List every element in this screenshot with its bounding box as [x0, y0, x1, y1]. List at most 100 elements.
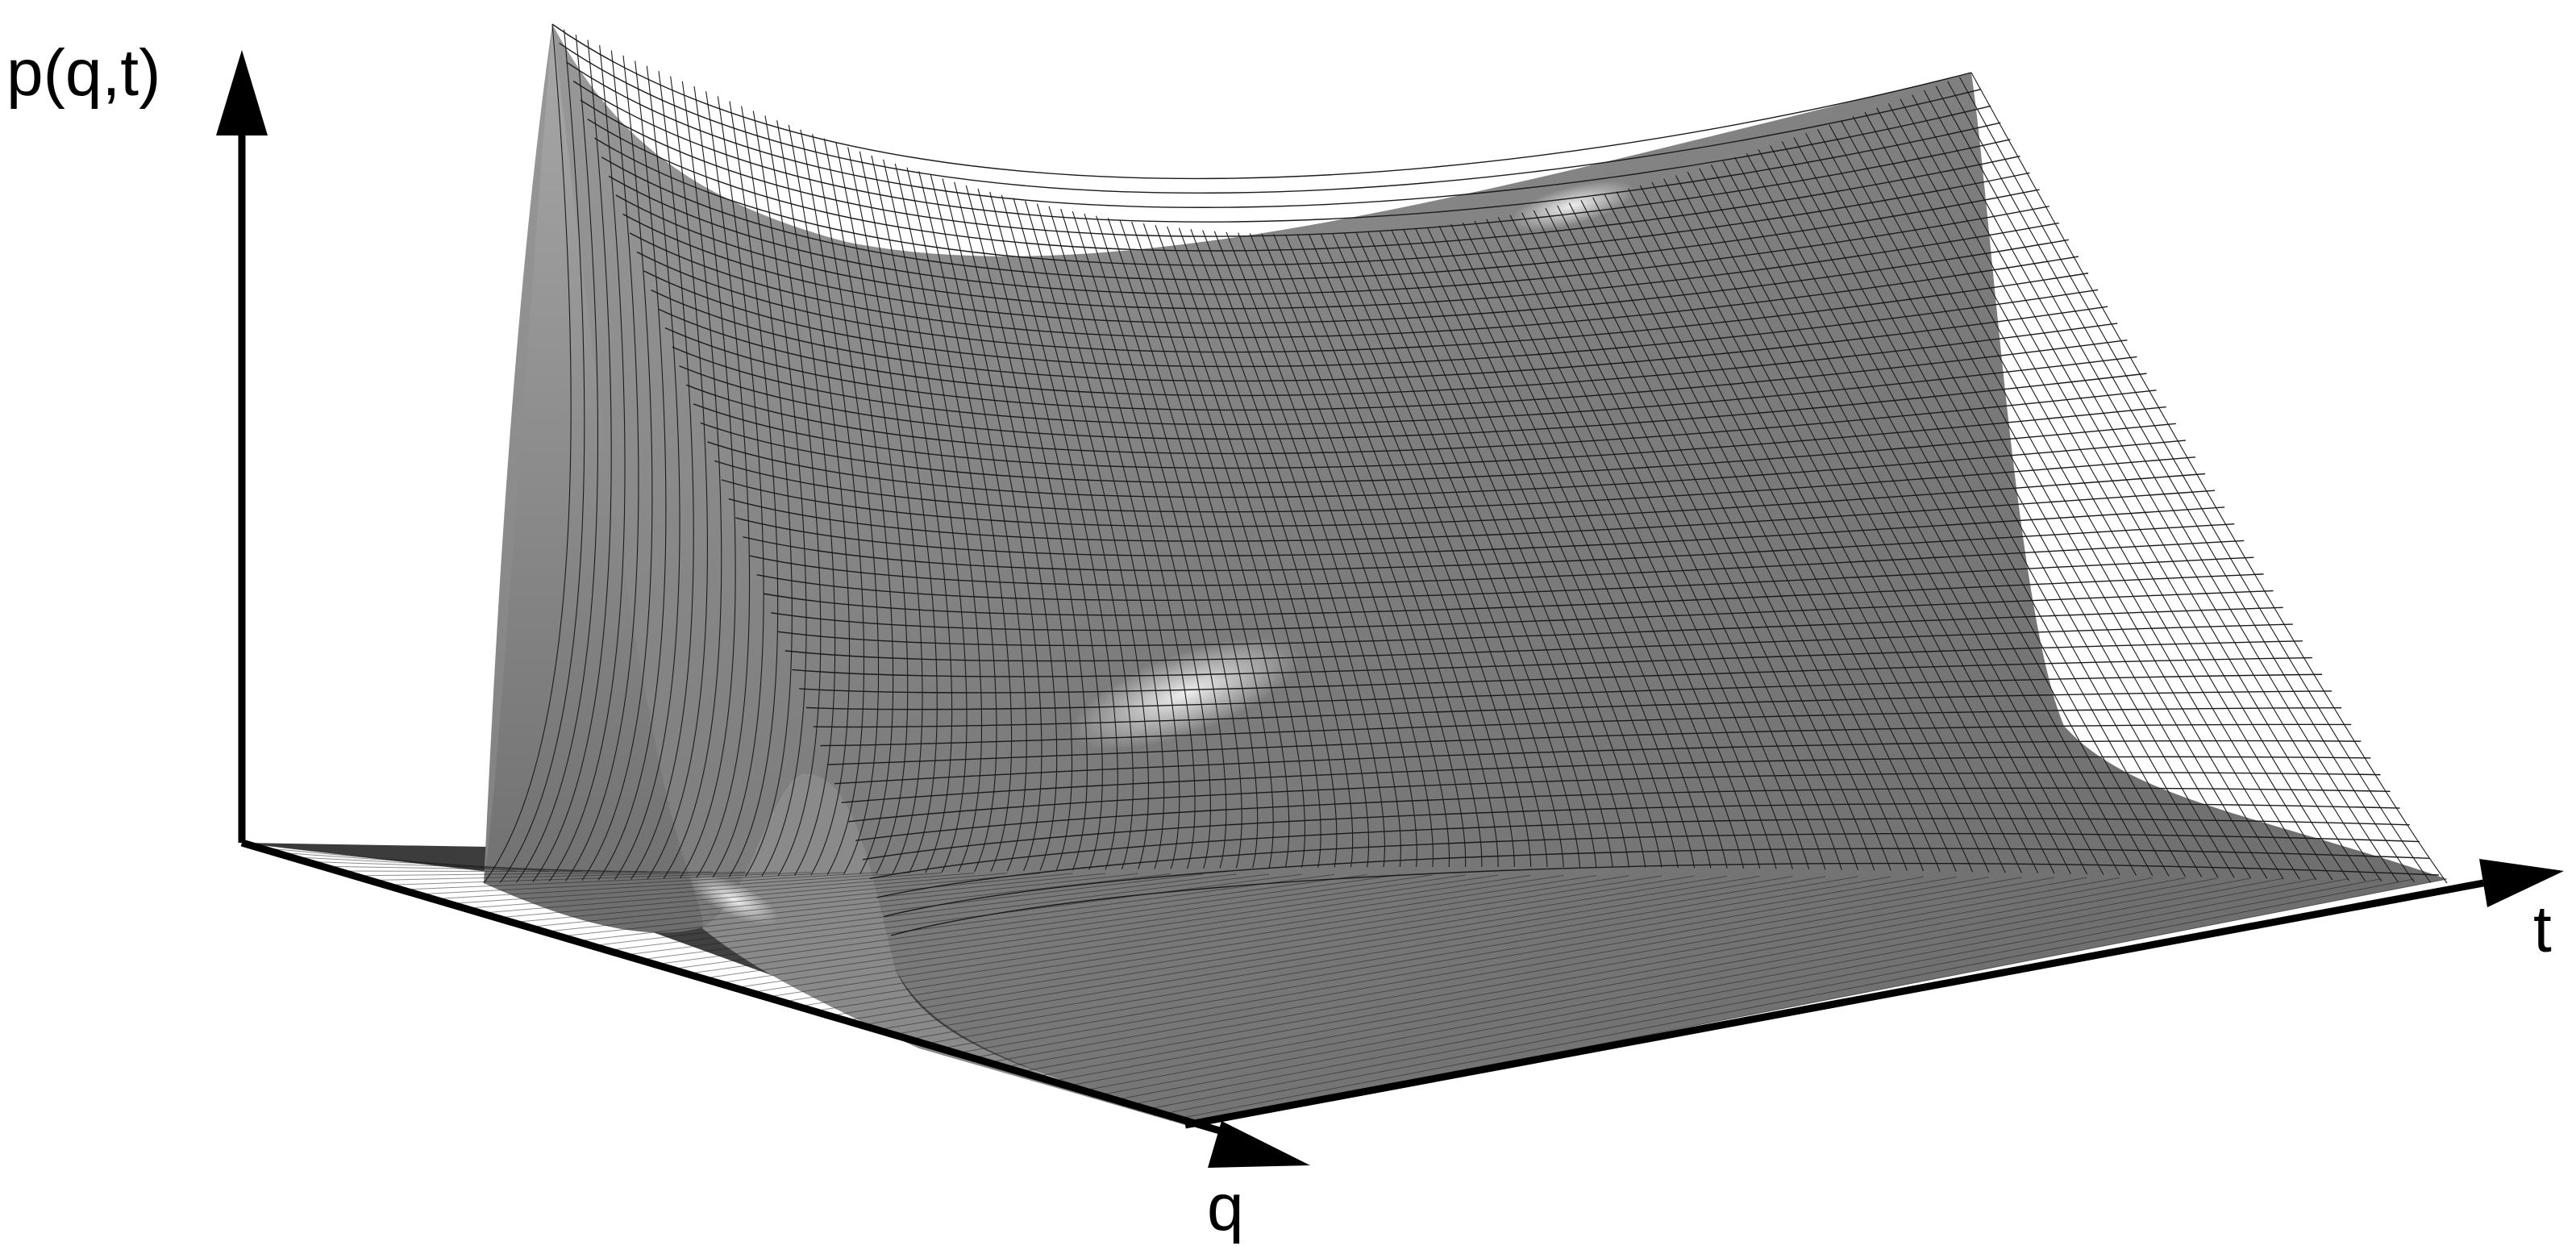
mesh-line-q	[1167, 226, 1338, 868]
mesh-line-q	[1119, 219, 1274, 869]
mesh-line-q	[871, 155, 953, 873]
q-axis-arrow-icon	[1208, 1121, 1310, 1168]
t-axis-label: t	[2533, 893, 2552, 966]
mesh-line-q	[1320, 234, 1548, 868]
mesh-line-q	[680, 85, 736, 879]
mesh-line-q	[1391, 230, 1646, 868]
mesh-line-floor	[744, 874, 1531, 994]
mesh-line-floor	[855, 876, 1760, 1027]
mesh-line-floor	[1153, 878, 2382, 1116]
mesh-line-q	[1249, 233, 1450, 868]
surface-mesh	[241, 23, 2448, 1126]
mesh-line-floor	[823, 875, 1695, 1018]
t-axis-arrow-icon	[2479, 859, 2564, 907]
mesh-line-q	[483, 23, 572, 884]
mesh-line-q	[499, 29, 585, 883]
p-axis-arrow-icon	[216, 50, 268, 135]
mesh-line-q	[1935, 85, 2399, 882]
mesh-line-q	[1096, 215, 1242, 869]
mesh-line-t	[884, 848, 2429, 918]
mesh-line-floor	[572, 873, 1171, 942]
mesh-line-q	[954, 181, 1058, 871]
mesh-line-floor	[367, 871, 746, 881]
mesh-line-q	[1155, 224, 1321, 868]
mesh-line-floor	[870, 876, 1793, 1031]
mesh-line-t	[841, 756, 2371, 803]
mesh-line-q	[1084, 213, 1227, 869]
mesh-line-q	[906, 167, 997, 873]
mesh-line-q	[1036, 203, 1165, 869]
mesh-line-q	[1616, 191, 1957, 873]
mesh-line-t	[869, 818, 2410, 880]
mesh-line-floor	[383, 872, 779, 886]
mesh-line-t	[756, 556, 2254, 602]
mesh-line-floor	[839, 875, 1728, 1023]
mesh-line-floor	[1012, 877, 2087, 1074]
mesh-line-t	[771, 590, 2274, 631]
mesh-line-q	[1970, 72, 2448, 884]
mesh-line-floor	[493, 873, 1008, 919]
mesh-line-floor	[618, 873, 1270, 956]
mesh-line-q	[1864, 111, 2300, 880]
mesh-line-q	[1651, 181, 2006, 873]
mesh-line-q	[1805, 133, 2219, 878]
mesh-line-q	[1793, 137, 2203, 877]
mesh-line-t	[664, 327, 2128, 411]
mesh-line-floor	[807, 875, 1663, 1013]
mesh-line-t	[700, 422, 2176, 484]
mesh-line-t	[792, 640, 2303, 677]
mesh-line-q	[1474, 220, 1761, 869]
mesh-line-q	[1592, 197, 1925, 872]
mesh-line-q	[1190, 228, 1370, 868]
mesh-line-t	[805, 673, 2323, 711]
mesh-line-t	[848, 772, 2381, 823]
mesh-line-q	[1296, 234, 1515, 868]
mesh-line-q	[1687, 171, 2055, 874]
mesh-line-floor	[980, 877, 2022, 1065]
mesh-line-q	[1841, 120, 2268, 879]
mesh-line-q	[1699, 168, 2071, 874]
mesh-line-q	[1486, 219, 1777, 869]
mesh-line-floor	[666, 874, 1367, 970]
mesh-line-floor	[635, 873, 1302, 961]
mesh-line-t	[834, 740, 2362, 785]
mesh-line-q	[788, 124, 851, 876]
mesh-line-q	[1900, 98, 2349, 881]
mesh-line-q	[1013, 198, 1134, 870]
mesh-line-q	[1509, 215, 1810, 870]
mesh-line-q	[930, 174, 1027, 872]
mesh-line-t	[827, 723, 2352, 765]
mesh-line-q	[647, 76, 708, 880]
mesh-line-q	[1273, 234, 1483, 868]
mesh-line-floor	[430, 872, 877, 900]
q-axis-line	[240, 839, 1243, 1141]
mesh-line-q	[1072, 210, 1211, 869]
mesh-line-floor	[918, 876, 1891, 1046]
mesh-line-q	[918, 171, 1013, 872]
mesh-line-floor	[446, 872, 909, 905]
mesh-line-floor	[304, 861, 615, 873]
mesh-line-floor	[352, 871, 714, 877]
mesh-line-q	[1710, 165, 2088, 875]
mesh-line-t	[749, 540, 2245, 586]
mesh-line-floor	[477, 873, 975, 914]
surface-main-sheet	[484, 24, 2447, 1125]
mesh-line-q	[1580, 200, 1908, 871]
mesh-line-floor	[792, 875, 1629, 1008]
mesh-line-floor	[776, 875, 1596, 1003]
mesh-line-t	[629, 232, 2079, 339]
mesh-line-q	[1947, 81, 2415, 883]
mesh-line-q	[1415, 228, 1679, 869]
mesh-line-floor	[996, 877, 2055, 1069]
mesh-line-q	[581, 55, 653, 881]
mesh-line-floor	[760, 875, 1564, 998]
mesh-line-t	[551, 23, 1972, 180]
mesh-line-q	[1628, 188, 1974, 873]
mesh-line-t	[820, 707, 2342, 747]
mesh-line-t	[643, 270, 2099, 368]
mesh-line-q	[1238, 232, 1434, 868]
mesh-line-floor	[603, 873, 1237, 952]
mesh-line-t	[714, 456, 2195, 513]
mesh-line-q	[1462, 222, 1744, 869]
mesh-line-q	[1060, 208, 1196, 869]
